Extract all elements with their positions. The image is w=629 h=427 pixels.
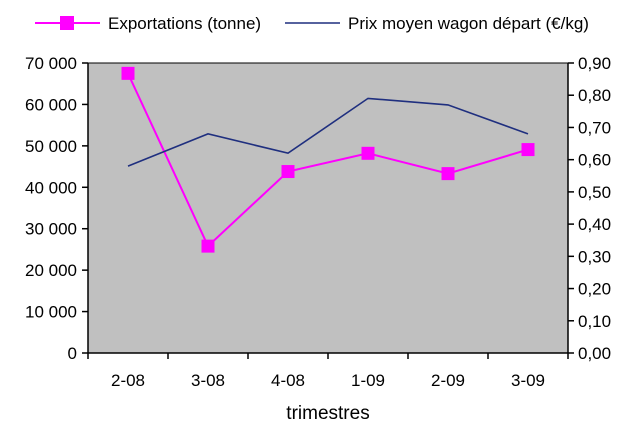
data-point-exportations xyxy=(201,239,215,253)
x-axis: 2-08 3-08 4-08 1-09 2-09 3-09 xyxy=(87,352,569,390)
legend-entry-prix: Prix moyen wagon départ (€/kg) xyxy=(285,14,589,33)
left-y-axis: 0 10 000 20 000 30 000 40 000 50 000 60 000 70 … xyxy=(25,54,89,363)
right-tick-label: 0,40 xyxy=(578,215,611,234)
x-tick-label: 3-08 xyxy=(191,371,225,390)
legend-label-prix: Prix moyen wagon départ (€/kg) xyxy=(348,14,589,33)
left-tick-label: 0 xyxy=(68,344,77,363)
left-tick-label: 30 000 xyxy=(25,220,77,239)
legend-label-exportations: Exportations (tonne) xyxy=(108,14,261,33)
series-line-exportations xyxy=(127,72,529,248)
right-tick-label: 0,90 xyxy=(578,54,611,73)
data-point-exportations xyxy=(441,167,455,181)
right-tick-label: 0,70 xyxy=(578,118,611,137)
data-point-exportations xyxy=(281,165,295,179)
series-layer xyxy=(121,66,535,253)
left-tick-label: 20 000 xyxy=(25,261,77,280)
right-tick-label: 0,80 xyxy=(578,86,611,105)
series-line-prix xyxy=(127,97,529,167)
x-tick-label: 1-09 xyxy=(351,371,385,390)
legend: Exportations (tonne) Prix moyen wagon dé… xyxy=(35,14,589,33)
left-tick-label: 50 000 xyxy=(25,137,77,156)
right-tick-label: 0,30 xyxy=(578,247,611,266)
right-tick-label: 0,10 xyxy=(578,312,611,331)
left-tick-label: 40 000 xyxy=(25,178,77,197)
right-y-axis: 0,00 0,10 0,20 0,30 0,40 0,50 0,60 0,70 0,80 0,90 xyxy=(567,54,611,363)
left-tick-label: 10 000 xyxy=(25,303,77,322)
x-tick-label: 3-09 xyxy=(511,371,545,390)
legend-marker-exportations xyxy=(60,16,74,30)
left-tick-label: 60 000 xyxy=(25,95,77,114)
right-tick-label: 0,20 xyxy=(578,280,611,299)
x-tick-label: 2-08 xyxy=(111,371,145,390)
data-point-exportations xyxy=(521,143,535,157)
right-tick-label: 0,50 xyxy=(578,183,611,202)
right-tick-label: 0,60 xyxy=(578,151,611,170)
x-axis-title: trimestres xyxy=(286,403,369,424)
right-tick-label: 0,00 xyxy=(578,344,611,363)
plot-area xyxy=(87,62,569,354)
left-tick-label: 70 000 xyxy=(25,54,77,73)
data-point-exportations xyxy=(121,66,135,80)
x-tick-label: 4-08 xyxy=(271,371,305,390)
data-point-exportations xyxy=(361,146,375,160)
x-tick-label: 2-09 xyxy=(431,371,465,390)
legend-entry-exportations: Exportations (tonne) xyxy=(35,14,261,33)
